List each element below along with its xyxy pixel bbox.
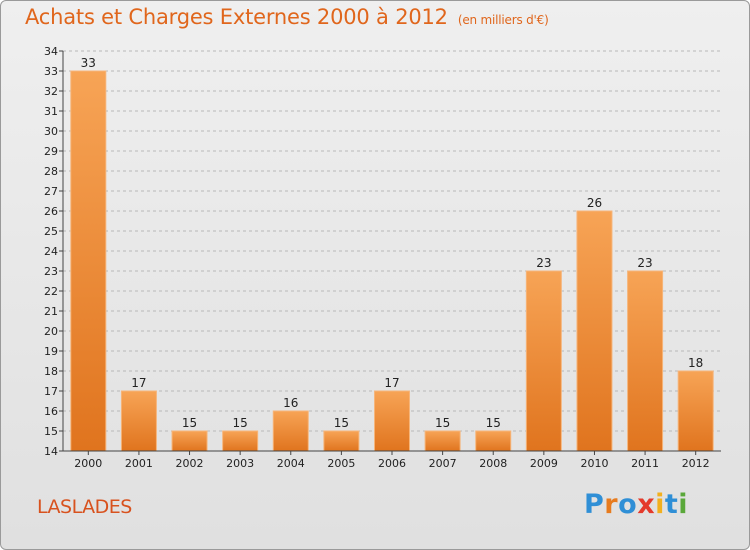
- value-label-2008: 15: [486, 416, 501, 430]
- y-tick-label: 34: [44, 45, 58, 58]
- y-tick-label: 23: [44, 265, 58, 278]
- logo-letter: i: [678, 489, 689, 520]
- x-tick-label-2001: 2001: [125, 457, 153, 470]
- chart-title: Achats et Charges Externes 2000 à 2012 (e…: [25, 5, 549, 29]
- y-tick-label: 21: [44, 305, 58, 318]
- y-tick-label: 20: [44, 325, 58, 338]
- value-label-2012: 18: [688, 356, 703, 370]
- y-tick-label: 28: [44, 165, 58, 178]
- value-label-2010: 26: [587, 196, 602, 210]
- y-tick-label: 19: [44, 345, 58, 358]
- commune-name: LASLADES: [37, 496, 132, 518]
- bar-2006: [374, 390, 410, 452]
- x-tick-label-2009: 2009: [530, 457, 558, 470]
- bar-2009: [525, 270, 562, 452]
- proxiti-logo[interactable]: Proxiti: [584, 489, 688, 520]
- bar-2010: [576, 210, 613, 452]
- bars: [70, 70, 714, 452]
- bar-2003: [222, 430, 259, 452]
- y-tick-label: 17: [44, 385, 58, 398]
- y-tick-label: 18: [44, 365, 58, 378]
- x-tick-label-2005: 2005: [327, 457, 355, 470]
- x-tick-label-2012: 2012: [682, 457, 710, 470]
- logo-letter: x: [637, 489, 656, 520]
- bar-2007: [424, 430, 461, 452]
- y-tick-label: 24: [44, 245, 58, 258]
- y-tick-label: 14: [44, 445, 58, 458]
- bar-2012: [677, 370, 714, 452]
- x-tick-label-2002: 2002: [176, 457, 204, 470]
- y-tick-label: 31: [44, 105, 58, 118]
- logo-letter: t: [664, 489, 679, 520]
- y-tick-label: 16: [44, 405, 58, 418]
- y-tick-label: 15: [44, 425, 58, 438]
- x-tick-label-2006: 2006: [378, 457, 406, 470]
- bar-2000: [70, 70, 107, 452]
- logo-letter: i: [655, 489, 665, 520]
- value-label-2000: 33: [81, 56, 96, 70]
- chart-unit: (en milliers d'€): [457, 13, 549, 27]
- x-tick-label-2003: 2003: [226, 457, 254, 470]
- value-labels: 33 17 15 15 16 15 17 15 15 23 26 23 18: [81, 56, 704, 430]
- x-tick-label-2000: 2000: [74, 457, 102, 470]
- value-label-2009: 23: [536, 256, 551, 270]
- y-tick-label: 26: [44, 205, 58, 218]
- value-label-2002: 15: [182, 416, 197, 430]
- x-tick-label-2011: 2011: [631, 457, 659, 470]
- value-label-2011: 23: [637, 256, 652, 270]
- logo-letter: P: [584, 489, 605, 520]
- x-tick-label-2007: 2007: [429, 457, 457, 470]
- x-tick-label-2004: 2004: [277, 457, 305, 470]
- x-tick-label-2008: 2008: [479, 457, 507, 470]
- value-label-2005: 15: [334, 416, 349, 430]
- y-tick-label: 30: [44, 125, 58, 138]
- bar-2002: [171, 430, 208, 452]
- logo-letter: r: [604, 489, 619, 520]
- value-label-2003: 15: [233, 416, 248, 430]
- y-tick-label: 29: [44, 145, 58, 158]
- y-tick-label: 25: [44, 225, 58, 238]
- y-tick-label: 22: [44, 285, 58, 298]
- value-label-2004: 16: [283, 396, 298, 410]
- bar-2005: [323, 430, 360, 452]
- value-label-2001: 17: [131, 376, 146, 390]
- y-tick-label: 33: [44, 65, 58, 78]
- bar-2008: [475, 430, 512, 452]
- value-label-2007: 15: [435, 416, 450, 430]
- axes: 14 15 16 17 18 19 20 21 22 23 24 25 26 27 28 29 30 31 32 33…: [44, 45, 721, 470]
- bar-2004: [272, 410, 309, 452]
- x-tick-label-2010: 2010: [580, 457, 608, 470]
- value-label-2006: 17: [384, 376, 399, 390]
- bar-2011: [627, 270, 664, 452]
- logo-letter: o: [618, 489, 638, 520]
- y-tick-label: 32: [44, 85, 58, 98]
- chart-title-text: Achats et Charges Externes 2000 à 2012: [25, 5, 448, 29]
- y-tick-label: 27: [44, 185, 58, 198]
- bar-2001: [120, 390, 157, 452]
